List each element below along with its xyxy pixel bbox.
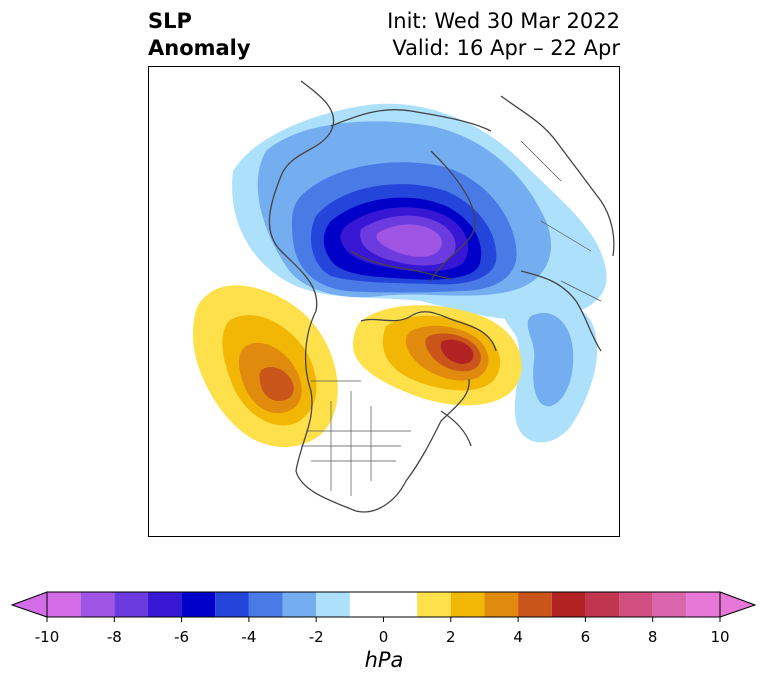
low-anomaly-north-atlantic (501, 292, 598, 443)
colorbar-bin (80, 592, 115, 617)
high-anomaly-ne-pacific (192, 285, 338, 448)
colorbar-min-extension (10, 591, 48, 618)
title-line-1: SLP (148, 9, 192, 33)
colorbar-bin (484, 592, 519, 617)
colorbar-bin (282, 592, 317, 617)
colorbar-bin (147, 592, 182, 617)
colorbar-bin (652, 592, 687, 617)
colorbar-bin (47, 592, 81, 617)
coastlines (268, 80, 615, 513)
colorbar-bin (619, 592, 653, 617)
colorbar-bin (518, 592, 552, 617)
colorbar-max-extension (719, 591, 757, 618)
map-title: SLP Anomaly (148, 8, 251, 62)
political-boundaries (301, 140, 602, 496)
colorbar-tick-label: -2 (308, 628, 324, 646)
colorbar-bin (450, 592, 485, 617)
colorbar-bin (551, 592, 586, 617)
title-line-2: Anomaly (148, 36, 251, 60)
colorbar-bins (47, 592, 720, 617)
init-date: Init: Wed 30 Mar 2022 (387, 9, 620, 33)
colorbar-tick-label: -6 (174, 628, 190, 646)
low-anomaly-arctic (232, 103, 607, 320)
colorbar-tick-label: -8 (106, 628, 122, 646)
colorbar-bin (114, 592, 148, 617)
colorbar-bin (686, 592, 720, 617)
high-anomaly-greenland-baffin (352, 305, 522, 406)
colorbar-unit: hPa (364, 648, 404, 672)
colorbar-tick-label: 0 (378, 628, 389, 646)
colorbar-bin (349, 592, 418, 617)
colorbar-tick-label: 8 (647, 628, 658, 646)
anomaly-map (192, 80, 615, 513)
colorbar-bin (181, 592, 216, 617)
map-panel (148, 66, 620, 537)
colorbar-tick-label: -4 (241, 628, 257, 646)
colorbar-bin (316, 592, 350, 617)
valid-range: Valid: 16 Apr – 22 Apr (392, 36, 620, 60)
colorbar-bin (417, 592, 451, 617)
colorbar-tick-label: -10 (34, 628, 60, 646)
colorbar-tick-label: 10 (710, 628, 730, 646)
colorbar-bin (215, 592, 249, 617)
colorbar (10, 591, 757, 622)
colorbar-ticks (46, 617, 721, 622)
colorbar-bin (248, 592, 283, 617)
colorbar-tick-label: 2 (446, 628, 456, 646)
colorbar-tick-label: 4 (513, 628, 523, 646)
forecast-dates: Init: Wed 30 Mar 2022 Valid: 16 Apr – 22… (387, 8, 620, 62)
colorbar-tick-label: 6 (580, 628, 591, 646)
colorbar-bin (585, 592, 620, 617)
